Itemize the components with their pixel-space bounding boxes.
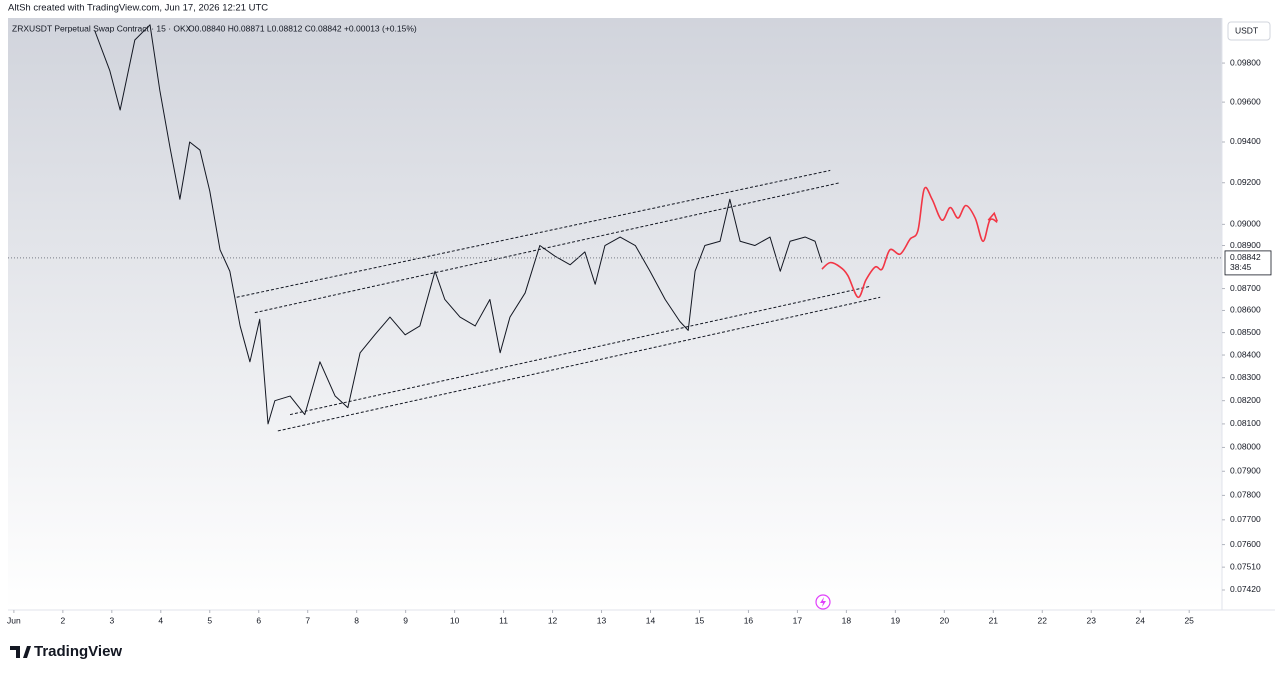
- countdown-label: 38:45: [1230, 262, 1252, 272]
- last-price-label: 0.08842: [1230, 252, 1261, 262]
- x-tick-label: 3: [109, 615, 114, 625]
- y-tick-label: 0.07600: [1230, 539, 1261, 549]
- x-tick-label: 20: [940, 615, 950, 625]
- y-tick-label: 0.08300: [1230, 372, 1261, 382]
- y-tick-label: 0.09000: [1230, 219, 1261, 229]
- events-icon-bolt: [820, 597, 826, 607]
- currency-label: USDT: [1235, 25, 1258, 35]
- y-tick-label: 0.08400: [1230, 349, 1261, 359]
- x-tick-label: 9: [403, 615, 408, 625]
- projection-path: [821, 186, 998, 299]
- y-tick-label: 0.08600: [1230, 305, 1261, 315]
- y-tick-label: 0.08100: [1230, 418, 1261, 428]
- logo-text: TradingView: [34, 643, 122, 660]
- x-tick-label: Jun: [7, 615, 21, 625]
- y-tick-label: 0.07900: [1230, 466, 1261, 476]
- y-tick-label: 0.07700: [1230, 514, 1261, 524]
- price-line: [94, 24, 823, 425]
- y-tick-label: 0.08700: [1230, 283, 1261, 293]
- x-tick-label: 2: [60, 615, 65, 625]
- x-tick-label: 15: [695, 615, 705, 625]
- channel-line: [236, 169, 831, 298]
- currency-button[interactable]: [1227, 21, 1271, 41]
- y-tick-label: 0.07420: [1230, 584, 1261, 594]
- x-tick-label: 25: [1184, 615, 1194, 625]
- y-tick-label: 0.09600: [1230, 96, 1261, 106]
- logo-mark: [10, 646, 31, 658]
- x-tick-label: 18: [842, 615, 852, 625]
- x-tick-label: 13: [597, 615, 607, 625]
- x-tick-label: 8: [354, 615, 359, 625]
- x-tick-label: 22: [1038, 615, 1048, 625]
- x-tick-label: 6: [256, 615, 261, 625]
- last-price-box: [1224, 250, 1272, 276]
- x-tick-label: 7: [305, 615, 310, 625]
- channel-line: [277, 296, 881, 432]
- y-tick-label: 0.08000: [1230, 442, 1261, 452]
- x-tick-label: 21: [989, 615, 999, 625]
- x-tick-label: 24: [1135, 615, 1145, 625]
- x-tick-label: 12: [548, 615, 558, 625]
- watermark: AltSh created with TradingView.com, Jun …: [8, 3, 268, 14]
- x-tick-label: 4: [158, 615, 163, 625]
- y-tick-label: 0.08900: [1230, 240, 1261, 250]
- ohlc-info: O0.08840 H0.08871 L0.08812 C0.08842 +0.0…: [188, 23, 417, 33]
- x-tick-label: 14: [646, 615, 656, 625]
- y-tick-label: 0.09800: [1230, 57, 1261, 67]
- x-tick-label: 11: [499, 615, 508, 625]
- channel-line: [289, 285, 871, 416]
- y-tick-label: 0.09200: [1230, 177, 1261, 187]
- projection-arrowhead: [987, 211, 998, 222]
- x-tick-label: 19: [891, 615, 901, 625]
- y-tick-label: 0.08200: [1230, 395, 1261, 405]
- x-tick-label: 16: [744, 615, 754, 625]
- symbol-info: ZRXUSDT Perpetual Swap Contract · 15 · O…: [12, 23, 192, 33]
- y-tick-label: 0.08500: [1230, 327, 1261, 337]
- plot-area: [94, 24, 998, 432]
- tradingview-logo: TradingView: [10, 643, 122, 660]
- x-tick-label: 10: [450, 615, 460, 625]
- plot-background: [8, 18, 1222, 610]
- y-tick-label: 0.07510: [1230, 561, 1261, 571]
- x-tick-label: 23: [1087, 615, 1097, 625]
- y-tick-label: 0.09400: [1230, 136, 1261, 146]
- y-tick-label: 0.07800: [1230, 490, 1261, 500]
- x-tick-label: 17: [793, 615, 803, 625]
- x-tick-label: 5: [207, 615, 212, 625]
